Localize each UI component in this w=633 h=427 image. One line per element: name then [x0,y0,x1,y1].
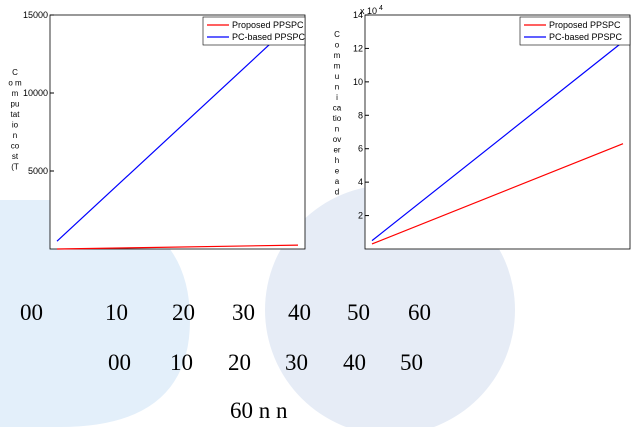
footer-text: 50 [400,350,423,375]
y-axis-label: u [335,72,339,81]
plot-area [49,14,306,250]
legend-label: PC-based PPSPC [549,32,623,42]
footer-text: 60 n n [230,398,288,423]
y-tick-label: 14 [353,10,363,20]
y-axis-label: er [333,146,340,155]
y-axis-label: (T [11,163,19,172]
y-axis-label: d [335,188,339,197]
watermark-shape [0,200,190,427]
series-line [371,41,624,242]
y-tick-label: 8 [358,110,363,120]
footer-text: 50 [347,300,370,325]
y-axis-label: pu [11,100,20,109]
y-axis-label: tat [11,110,21,119]
series-line [56,244,299,250]
legend-label: PC-based PPSPC [232,32,306,42]
y-axis-label: co [11,142,20,151]
y-axis-label: m [334,62,341,71]
y-tick-label: 10000 [23,88,48,98]
y-axis-label: e [335,167,340,176]
footer-text: 00 [20,300,43,325]
y-axis-label: n [335,125,339,134]
footer-text: 40 [288,300,311,325]
plot-area [364,14,631,250]
y-tick-label: 5000 [28,166,48,176]
y-axis-label: st [12,152,19,161]
series-line [371,143,624,245]
y-axis-label: i [336,93,338,102]
footer-text: 30 [232,300,255,325]
y-tick-label: 12 [353,43,363,53]
footer-text: 20 [172,300,195,325]
y-axis-label: C [334,30,340,39]
y-axis-label: C [12,68,18,77]
y-tick-label: 4 [358,177,363,187]
y-multiplier: x 10 [360,6,377,16]
y-axis-label: m [334,51,341,60]
y-tick-label: 10 [353,77,363,87]
footer-text: 60 [408,300,431,325]
y-axis-label: o m [8,79,22,88]
y-axis-label: tio [333,114,342,123]
footer-text: 20 [228,350,251,375]
y-multiplier-exp: 4 [379,5,383,12]
y-axis-label: h [335,156,339,165]
y-tick-label: 6 [358,144,363,154]
legend-label: Proposed PPSPC [549,20,621,30]
footer-text: 00 [108,350,131,375]
legend-box [519,16,631,46]
footer-text: 10 [170,350,193,375]
y-axis-label: n [335,83,339,92]
y-axis-label: io [12,121,19,130]
y-axis-label: a [335,177,340,186]
y-tick-label: 2 [358,211,363,221]
y-axis-label: ov [333,135,341,144]
y-axis-label: ca [333,104,342,113]
legend-label: Proposed PPSPC [232,20,304,30]
series-line [56,17,299,242]
footer-text: 10 [105,300,128,325]
y-axis-label: m [12,89,19,98]
y-axis-label: o [335,41,340,50]
footer-text: 30 [285,350,308,375]
y-tick-label: 15000 [23,10,48,20]
legend-box [202,16,306,46]
footer-text: 40 [343,350,366,375]
y-axis-label: n [13,131,17,140]
